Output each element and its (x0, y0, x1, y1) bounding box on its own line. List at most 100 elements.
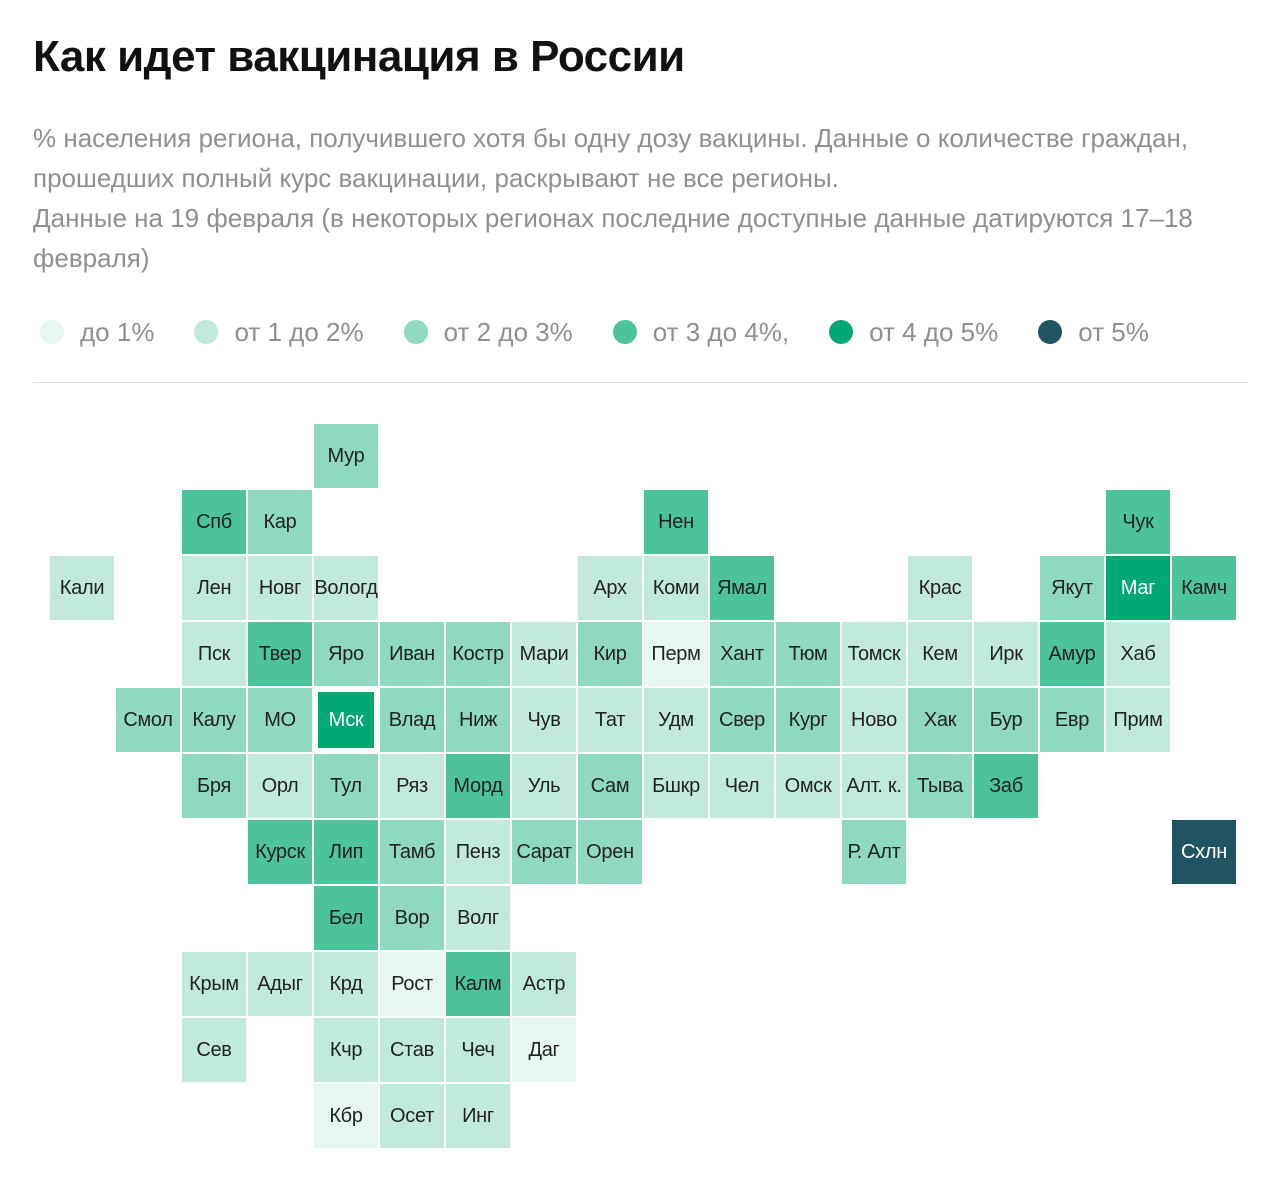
region-tile: Ряз (380, 754, 444, 818)
region-tile: Бур (974, 688, 1038, 752)
region-tile: Омск (776, 754, 840, 818)
legend-swatch (612, 320, 637, 344)
region-tile: Алт. к. (842, 754, 906, 818)
region-tile: Ниж (446, 688, 510, 752)
region-tile: Томск (842, 622, 906, 686)
region-tile: Чеч (446, 1018, 510, 1082)
page-title: Как идет вакцинация в России (33, 32, 685, 81)
region-tile: Кург (776, 688, 840, 752)
region-tile: Смол (116, 688, 180, 752)
region-tile: Кар (248, 490, 312, 554)
region-tile: Тамб (380, 820, 444, 884)
region-tile: Курск (248, 820, 312, 884)
legend-label: до 1% (80, 316, 155, 347)
chart-subtitle: % населения региона, получившего хотя бы… (33, 118, 1243, 278)
region-tile: Свер (710, 688, 774, 752)
region-tile: Инг (446, 1084, 510, 1148)
legend-item: от 1 до 2% (194, 316, 364, 348)
legend-swatch (403, 320, 428, 344)
region-tile: Рост (380, 952, 444, 1016)
region-tile: Орен (578, 820, 642, 884)
region-tile: Арх (578, 556, 642, 620)
region-tile: Спб (182, 490, 246, 554)
region-tile: Кали (50, 556, 114, 620)
legend-label: от 3 до 4%, (652, 316, 790, 347)
region-tile: Хант (710, 622, 774, 686)
region-tile: Камч (1172, 556, 1236, 620)
region-tile: Даг (512, 1018, 576, 1082)
region-tile: Тул (314, 754, 378, 818)
legend-item: от 4 до 5% (829, 317, 998, 348)
region-tile: Перм (644, 622, 708, 686)
region-tile: Ямал (710, 556, 774, 620)
legend-item: до 1% (40, 317, 154, 348)
region-tile: Влад (380, 688, 444, 752)
region-tile: Р. Алт (842, 820, 906, 884)
region-tile: Схлн (1172, 820, 1236, 884)
divider-line (33, 382, 1248, 383)
region-tile: Амур (1040, 622, 1104, 686)
region-tile: Тыва (908, 754, 972, 818)
region-tile: Чел (710, 754, 774, 818)
region-tile: Мари (512, 622, 576, 686)
region-tile: Калу (182, 688, 246, 752)
subtitle-date-note: Данные на 19 февраля (в некоторых регион… (33, 203, 1193, 273)
region-tile: Вологд (314, 556, 378, 620)
subtitle-description: % населения региона, получившего хотя бы… (33, 123, 1189, 193)
region-tile: Астр (512, 952, 576, 1016)
legend-label: от 2 до 3% (443, 316, 573, 347)
region-tile: Волг (446, 886, 510, 950)
region-tile: Морд (446, 754, 510, 818)
region-tile: Иван (380, 622, 444, 686)
region-tile: Чув (512, 688, 576, 752)
region-tile: Удм (644, 688, 708, 752)
region-tile: Уль (512, 754, 576, 818)
region-tile: Адыг (248, 952, 312, 1016)
region-tile: Бря (182, 754, 246, 818)
legend-item: от 2 до 3% (403, 316, 573, 348)
region-tile: Чук (1106, 490, 1170, 554)
region-tile: Пск (182, 622, 246, 686)
region-tile: Маг (1106, 556, 1170, 620)
region-tile: Сам (578, 754, 642, 818)
region-tile: Кбр (314, 1084, 378, 1148)
region-tile: Нен (644, 490, 708, 554)
region-tile: Лип (314, 820, 378, 884)
legend-swatch (829, 320, 854, 344)
region-tile: Калм (446, 952, 510, 1016)
region-tile: Мур (314, 424, 378, 488)
region-tile: Сарат (512, 820, 576, 884)
region-tile: Яро (314, 622, 378, 686)
region-tile: Бел (314, 886, 378, 950)
region-tile: Лен (182, 556, 246, 620)
region-tile: Хак (908, 688, 972, 752)
region-tile: Кем (908, 622, 972, 686)
region-tile: Став (380, 1018, 444, 1082)
region-tile: Пенз (446, 820, 510, 884)
legend-label: от 4 до 5% (869, 316, 999, 347)
region-tile: Ново (842, 688, 906, 752)
legend-item: от 3 до 4%, (612, 316, 790, 348)
region-tile: Прим (1106, 688, 1170, 752)
legend-swatch (1038, 320, 1063, 344)
region-tile: Хаб (1106, 622, 1170, 686)
color-legend: до 1% от 1 до 2% от 2 до 3% от 3 до 4%, от 4… (40, 312, 1189, 352)
legend-item: от 5% (1038, 317, 1149, 348)
region-tile: Орл (248, 754, 312, 818)
region-tile: Крд (314, 952, 378, 1016)
region-tile: Заб (974, 754, 1038, 818)
region-tile: Тат (578, 688, 642, 752)
legend-label: от 1 до 2% (234, 316, 364, 347)
region-tile: Кир (578, 622, 642, 686)
legend-swatch (194, 320, 219, 344)
region-tile: Коми (644, 556, 708, 620)
legend-label: от 5% (1078, 316, 1149, 347)
region-tile: Евр (1040, 688, 1104, 752)
legend-swatch (40, 320, 64, 344)
region-tile: Осет (380, 1084, 444, 1148)
region-tile: Мск (314, 688, 378, 752)
region-tile: Ирк (974, 622, 1038, 686)
region-tile: Тюм (776, 622, 840, 686)
region-tile: Бшкр (644, 754, 708, 818)
